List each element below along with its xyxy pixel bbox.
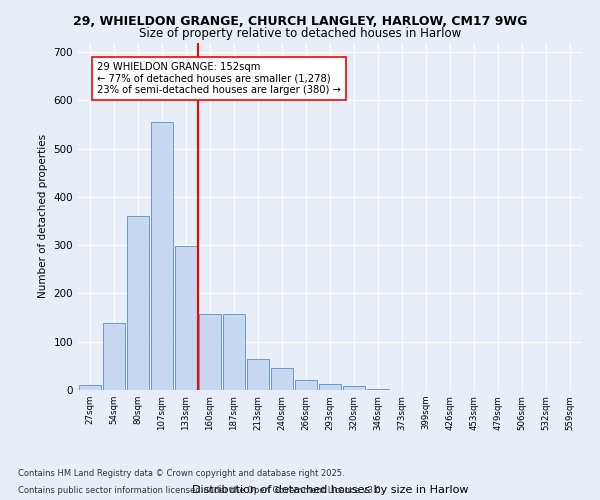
Bar <box>103 324 125 390</box>
Text: 29 WHIELDON GRANGE: 152sqm
← 77% of detached houses are smaller (1,278)
23% of s: 29 WHIELDON GRANGE: 152sqm ← 77% of deta… <box>97 62 341 95</box>
Bar <box>247 358 269 390</box>
Bar <box>271 368 293 390</box>
Text: Contains HM Land Registry data © Crown copyright and database right 2025.: Contains HM Land Registry data © Crown c… <box>18 468 344 477</box>
X-axis label: Distribution of detached houses by size in Harlow: Distribution of detached houses by size … <box>192 486 468 496</box>
Text: 29, WHIELDON GRANGE, CHURCH LANGLEY, HARLOW, CM17 9WG: 29, WHIELDON GRANGE, CHURCH LANGLEY, HAR… <box>73 15 527 28</box>
Bar <box>367 389 389 390</box>
Bar <box>175 246 197 390</box>
Text: Size of property relative to detached houses in Harlow: Size of property relative to detached ho… <box>139 28 461 40</box>
Y-axis label: Number of detached properties: Number of detached properties <box>38 134 48 298</box>
Bar <box>319 384 341 390</box>
Bar <box>151 122 173 390</box>
Bar <box>199 314 221 390</box>
Bar <box>343 386 365 390</box>
Bar <box>127 216 149 390</box>
Text: Contains public sector information licensed under the Open Government Licence v3: Contains public sector information licen… <box>18 486 383 495</box>
Bar <box>223 314 245 390</box>
Bar <box>295 380 317 390</box>
Bar <box>79 385 101 390</box>
